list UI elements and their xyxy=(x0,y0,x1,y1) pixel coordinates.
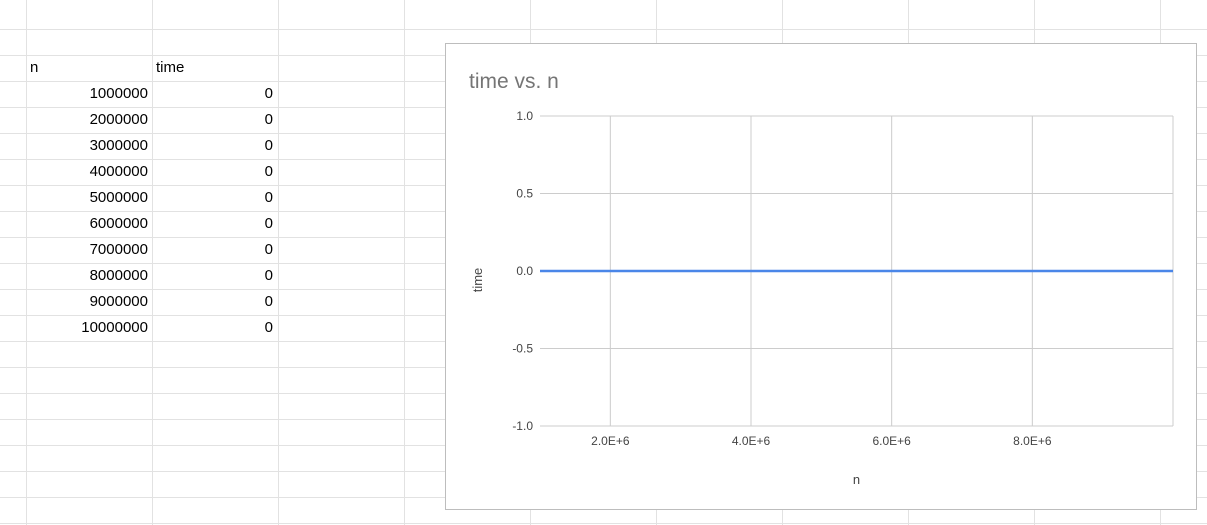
y-tick-label: 1.0 xyxy=(516,109,533,123)
cell-n[interactable]: 3000000 xyxy=(89,137,148,154)
y-tick-label: 0.5 xyxy=(516,187,533,201)
cell-n[interactable]: 2000000 xyxy=(89,111,148,128)
x-axis-label: n xyxy=(853,472,860,487)
cell-time[interactable]: 0 xyxy=(264,293,273,310)
x-tick-label: 8.0E+6 xyxy=(1013,434,1052,448)
header-cell-n[interactable]: n xyxy=(30,59,39,76)
cell-n[interactable]: 5000000 xyxy=(89,189,148,206)
cell-n[interactable]: 6000000 xyxy=(89,215,148,232)
chart-title: time vs. n xyxy=(469,70,559,93)
cell-time[interactable]: 0 xyxy=(264,85,273,102)
chart-container[interactable]: time vs. n 1.0 0.5 0.0 -0.5 -1.0 2.0E+6 4.0E+6 6… xyxy=(445,43,1197,510)
cell-n[interactable]: 4000000 xyxy=(89,163,148,180)
cell-time[interactable]: 0 xyxy=(264,267,273,284)
line-chart: time vs. n 1.0 0.5 0.0 -0.5 -1.0 2.0E+6 4.0E+6 6… xyxy=(469,70,1174,487)
x-tick-label: 6.0E+6 xyxy=(872,434,911,448)
cell-time[interactable]: 0 xyxy=(264,163,273,180)
x-tick-label: 2.0E+6 xyxy=(591,434,630,448)
header-cell-time[interactable]: time xyxy=(156,59,185,76)
y-tick-label: 0.0 xyxy=(516,264,533,278)
y-tick-label: -0.5 xyxy=(512,342,533,356)
cell-time[interactable]: 0 xyxy=(264,137,273,154)
y-axis-label: time xyxy=(470,268,485,293)
y-tick-label: -1.0 xyxy=(512,419,533,433)
cell-n[interactable]: 7000000 xyxy=(89,241,148,258)
cell-time[interactable]: 0 xyxy=(264,319,273,336)
cell-n[interactable]: 8000000 xyxy=(89,267,148,284)
cell-time[interactable]: 0 xyxy=(264,241,273,258)
cell-time[interactable]: 0 xyxy=(264,189,273,206)
x-tick-label: 4.0E+6 xyxy=(732,434,771,448)
cell-n[interactable]: 10000000 xyxy=(81,319,148,336)
cell-time[interactable]: 0 xyxy=(264,111,273,128)
cell-n[interactable]: 1000000 xyxy=(89,85,148,102)
cell-time[interactable]: 0 xyxy=(264,215,273,232)
cell-n[interactable]: 9000000 xyxy=(89,293,148,310)
